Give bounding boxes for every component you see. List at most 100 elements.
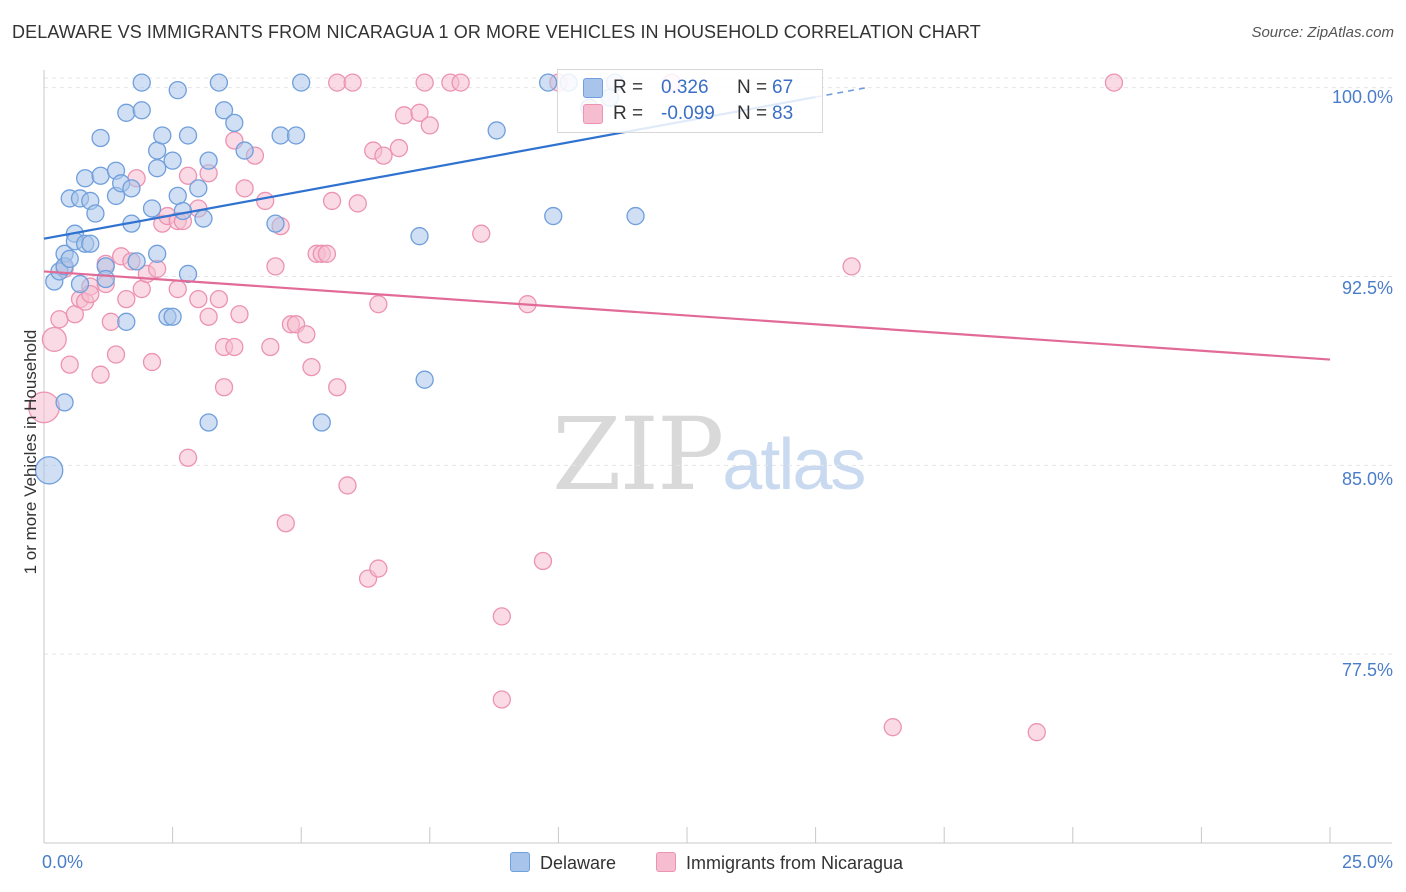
r-label: R = [613,77,644,98]
nicaragua-point-39 [230,305,249,324]
delaware-point-25 [117,312,136,331]
stats-legend: R = 0.326 N = 67 R = -0.099 N = 83 [557,69,823,133]
nicaragua-point-53 [317,244,337,263]
nicaragua-point-63 [369,559,388,578]
nicaragua-point-22 [148,259,167,279]
x-tick-label-min: 0.0% [42,852,84,872]
delaware-point-55 [292,73,311,92]
nicaragua-point-31 [189,289,208,309]
nicaragua-point-71 [451,73,470,92]
delaware-point-6 [60,249,79,268]
nicaragua-point-66 [394,106,414,125]
nicaragua-point-79 [842,257,861,276]
nicaragua-point-28 [178,166,198,185]
delaware-point-32 [148,244,167,263]
delaware-point-57 [410,227,429,246]
delaware-point-61 [544,206,563,226]
delaware-point-54 [286,126,306,145]
nicaragua-point-35 [214,378,234,397]
nicaragua-point-58 [343,73,362,92]
delaware-point-39 [168,80,187,100]
delaware-point-16 [86,204,105,223]
r-value: 0.326 [661,77,709,98]
chart-title: DELAWARE VS IMMIGRANTS FROM NICARAGUA 1 … [12,22,981,42]
series-nicaragua-points [28,73,1124,742]
nicaragua-point-42 [256,191,275,211]
delaware-point-51 [235,141,254,160]
delaware-point-56 [312,413,331,432]
delaware-point-11 [70,274,90,294]
delaware-point-20 [96,269,115,289]
nicaragua-swatch [583,104,603,124]
axes [43,70,1392,844]
delaware-point-18 [91,166,110,185]
delaware-swatch [583,78,603,98]
nicaragua-point-73 [492,607,511,626]
nicaragua-point-1 [41,326,67,352]
nicaragua-point-10 [91,365,110,384]
n-label: N = [737,103,768,124]
nicaragua-point-50 [302,357,321,377]
y-tick-label-85: 85.0% [1341,469,1393,489]
nicaragua-point-64 [374,146,393,165]
nicaragua-point-40 [235,179,254,198]
delaware-point-42 [178,126,198,145]
delaware-point-52 [266,214,285,233]
nicaragua-point-2 [50,310,69,329]
delaware-legend-swatch [510,852,530,872]
delaware-point-45 [194,209,213,228]
delaware-point-38 [163,151,182,170]
nicaragua-point-49 [297,325,316,344]
x-tick-label-max: 25.0% [1341,852,1393,872]
nicaragua-point-82 [1104,73,1124,92]
nicaragua-point-80 [883,718,902,737]
nicaragua-point-74 [492,690,511,709]
nicaragua-point-57 [338,476,357,495]
nicaragua-point-76 [533,551,553,571]
nicaragua-point-46 [276,514,295,533]
delaware-trend-extension [815,86,868,98]
delaware-point-15 [81,234,100,253]
nicaragua-point-14 [106,345,126,364]
delaware-point-64 [626,206,645,226]
delaware-point-37 [163,307,182,326]
nicaragua-point-72 [472,224,491,243]
legend-item-delaware[interactable]: Delaware [510,852,616,874]
delaware-point-47 [199,151,218,170]
nicaragua-legend-swatch [656,852,676,872]
delaware-point-33 [148,159,167,178]
nicaragua-point-67 [410,103,429,122]
nicaragua-point-34 [209,289,229,309]
r-value: -0.099 [661,103,715,124]
r-label: R = [613,103,644,124]
legend-item-nicaragua[interactable]: Immigrants from Nicaragua [656,852,903,874]
delaware-point-58 [415,370,434,389]
delaware-point-48 [209,73,229,92]
nicaragua-point-62 [369,295,388,314]
nicaragua-point-19 [132,279,151,299]
nicaragua-point-65 [389,138,409,158]
delaware-point-35 [153,126,172,145]
nicaragua-point-55 [328,378,347,397]
watermark-zip: ZIP [552,396,724,513]
nicaragua-point-56 [328,73,347,92]
y-tick-label-77-5: 77.5% [1341,660,1393,680]
delaware-point-3 [55,393,74,412]
delaware-point-60 [538,73,558,92]
delaware-point-12 [76,169,95,188]
delaware-point-27 [122,179,141,198]
delaware-point-46 [199,413,218,432]
n-value: 67 [772,77,794,98]
delaware-point-34 [148,141,167,160]
nicaragua-point-68 [415,73,434,92]
delaware-point-31 [142,199,162,218]
nicaragua-legend-label: Immigrants from Nicaragua [686,853,904,873]
delaware-point-28 [127,252,146,271]
delaware-point-24 [117,103,136,122]
watermark-atlas: atlas [722,425,866,505]
nicaragua-point-13 [101,312,121,331]
y-tick-label-92-5: 92.5% [1341,278,1393,298]
nicaragua-point-43 [261,337,280,357]
nicaragua-point-21 [142,352,162,372]
